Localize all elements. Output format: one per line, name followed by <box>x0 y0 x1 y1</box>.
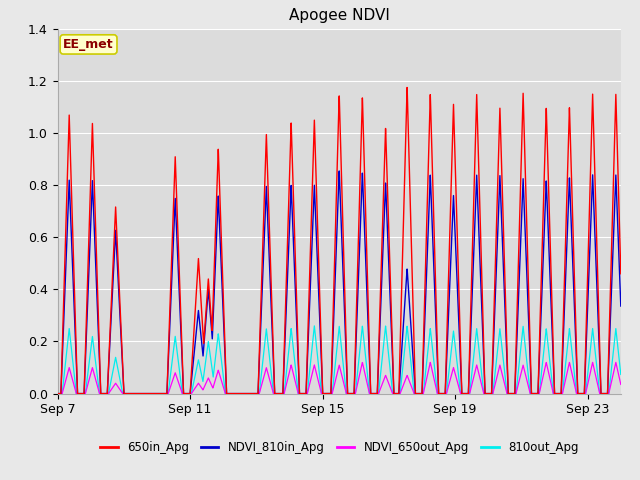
Title: Apogee NDVI: Apogee NDVI <box>289 9 390 24</box>
Text: EE_met: EE_met <box>63 38 114 51</box>
Legend: 650in_Apg, NDVI_810in_Apg, NDVI_650out_Apg, 810out_Apg: 650in_Apg, NDVI_810in_Apg, NDVI_650out_A… <box>95 436 583 458</box>
